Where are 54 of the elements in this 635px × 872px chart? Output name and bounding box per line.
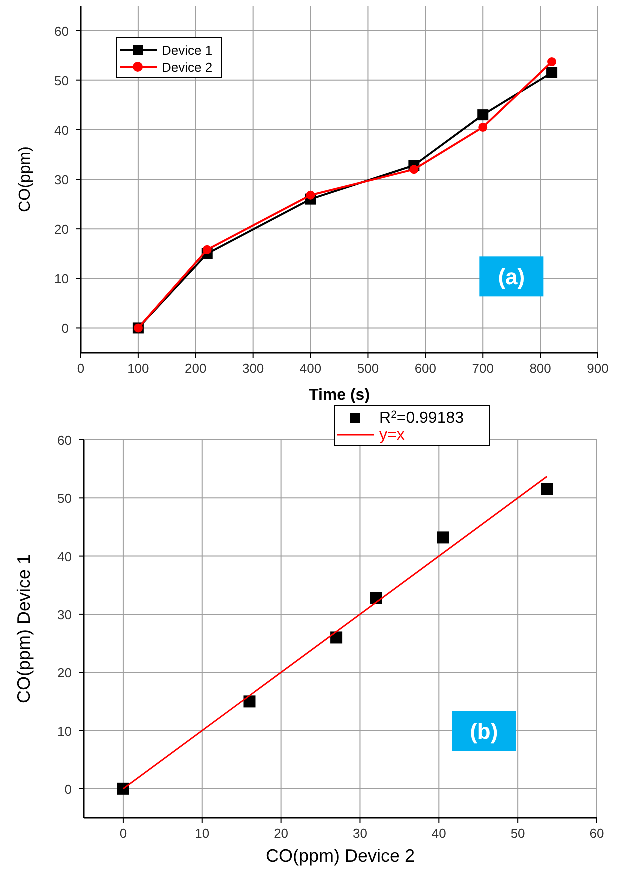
x-tick-label: 300 — [242, 361, 264, 376]
point — [306, 190, 316, 200]
point — [437, 532, 450, 544]
point — [370, 592, 382, 604]
y-tick-label: 30 — [58, 607, 72, 622]
y-tick-label: 20 — [58, 666, 72, 681]
y-tick-label: 50 — [54, 73, 69, 88]
annotation: (a) — [498, 264, 526, 290]
x-tick-label: 900 — [587, 361, 609, 376]
x-tick-label: 100 — [128, 361, 150, 376]
annotation: (b) — [470, 719, 498, 744]
y-tick-label: 10 — [58, 724, 72, 739]
y-axis-title: CO(ppm) — [17, 146, 34, 212]
x-tick-label: 20 — [274, 826, 289, 841]
x-tick-label: 400 — [300, 361, 322, 376]
x-tick-label: 0 — [77, 361, 85, 376]
y-tick-label: 40 — [54, 122, 69, 138]
point — [546, 67, 558, 78]
y-tick-label: 60 — [58, 433, 72, 448]
point — [202, 245, 212, 254]
legend-label: y=x — [380, 427, 405, 444]
y-tick-label: 10 — [54, 272, 69, 287]
x-axis-title: CO(ppm) Device 2 — [266, 846, 416, 866]
x-tick-label: 500 — [357, 361, 380, 376]
y-axis-title: CO(ppm) Device 1 — [14, 554, 34, 704]
point — [330, 632, 343, 644]
y-tick-label: 0 — [62, 321, 69, 336]
legend-label: Device 2 — [162, 60, 213, 75]
x-tick-label: 0 — [120, 826, 128, 841]
x-axis-title: Time (s) — [308, 387, 370, 404]
y-tick-label: 30 — [54, 172, 69, 188]
point — [244, 696, 256, 708]
x-tick-label: 700 — [472, 361, 494, 376]
point — [478, 110, 489, 121]
x-tick-label: 800 — [530, 361, 552, 376]
x-tick-label: 30 — [352, 826, 368, 841]
legend-label: Device 1 — [162, 43, 213, 58]
legend-label: R$^{2}$=0.99183 — [380, 410, 464, 427]
point — [410, 165, 419, 174]
point — [548, 58, 557, 67]
x-tick-label: 200 — [185, 361, 207, 376]
x-tick-label: 60 — [590, 826, 604, 841]
y-tick-label: 60 — [54, 24, 69, 39]
y-tick-label: 0 — [64, 782, 72, 797]
y-tick-label: 40 — [58, 549, 72, 564]
point — [541, 483, 554, 496]
point — [117, 782, 130, 795]
x-tick-label: 600 — [414, 361, 437, 376]
x-tick-label: 40 — [432, 826, 446, 841]
y-tick-label: 20 — [54, 222, 69, 238]
point — [478, 122, 488, 132]
x-tick-label: 10 — [195, 826, 210, 841]
y-tick-label: 50 — [58, 491, 72, 506]
x-tick-label: 50 — [510, 826, 526, 841]
